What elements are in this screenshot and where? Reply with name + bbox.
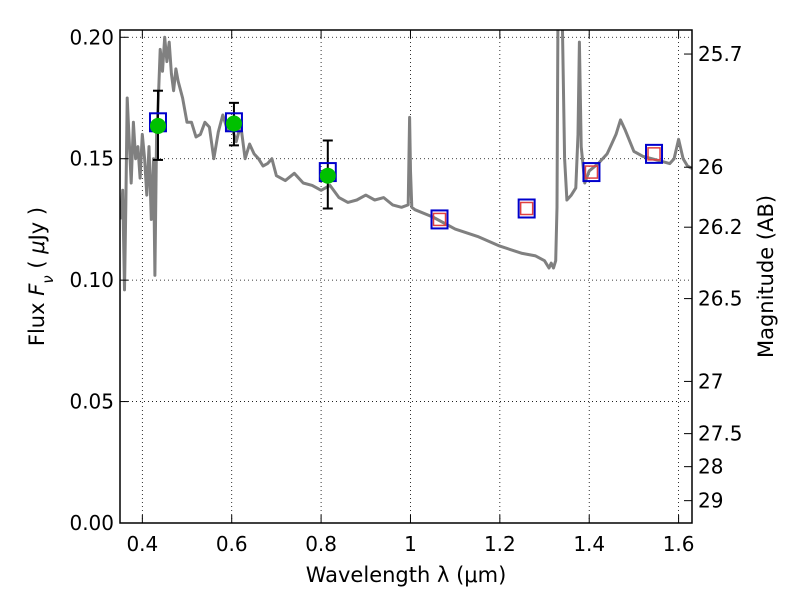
x-tick-label: 0.6 [216, 532, 248, 556]
model-band-inner-square [584, 165, 599, 179]
plot-frame [119, 29, 693, 524]
x-tick-label: 1.2 [484, 532, 516, 556]
grid-lines [120, 30, 692, 524]
model-band-inner-square [432, 212, 447, 227]
sed-model-line-group [120, 30, 692, 292]
model-band-inner-square [519, 201, 534, 216]
right-tick-label: 28 [698, 455, 723, 479]
right-tick-label: 27 [698, 369, 723, 393]
y-axis-right-title: Magnitude (AB) [754, 195, 778, 358]
right-tick-label: 25.7 [698, 42, 743, 66]
y-tick-label: 0.00 [69, 511, 114, 535]
y-tick-label: 0.15 [69, 147, 114, 171]
x-axis-title: Wavelength λ (μm) [306, 563, 507, 587]
y-tick-label: 0.05 [69, 390, 114, 414]
model-band-inner-square [647, 147, 661, 161]
observed-point [149, 117, 166, 134]
y-tick-label: 0.20 [69, 25, 114, 49]
x-tick-label: 0.4 [126, 532, 158, 556]
model-band-box [430, 209, 449, 230]
x-tick-label: 0.8 [305, 532, 337, 556]
model-band-box [517, 198, 536, 219]
observed-point [319, 167, 336, 184]
observed-point [225, 115, 242, 132]
right-tick-label: 26 [698, 155, 723, 179]
right-tick-label: 26.2 [698, 215, 743, 239]
model-band-box [582, 162, 601, 183]
x-tick-label: 1.6 [663, 532, 695, 556]
sed-model-line [120, 30, 692, 292]
photometry-markers [148, 89, 664, 230]
y-tick-label: 0.10 [69, 268, 114, 292]
y-axis-title: Flux Fν ( μJy ) [25, 207, 57, 346]
model-band-box [645, 143, 664, 164]
axis-ticks: 0.4 0.6 0.8 1 1.2 1.4 1.6 0.00 0.05 0.10 0.15 0.20 2… [69, 25, 742, 556]
right-tick-label: 29 [698, 489, 723, 513]
x-tick-label: 1 [404, 532, 417, 556]
right-tick-label: 27.5 [698, 422, 743, 446]
right-tick-label: 26.5 [698, 287, 743, 311]
x-tick-label: 1.4 [573, 532, 605, 556]
